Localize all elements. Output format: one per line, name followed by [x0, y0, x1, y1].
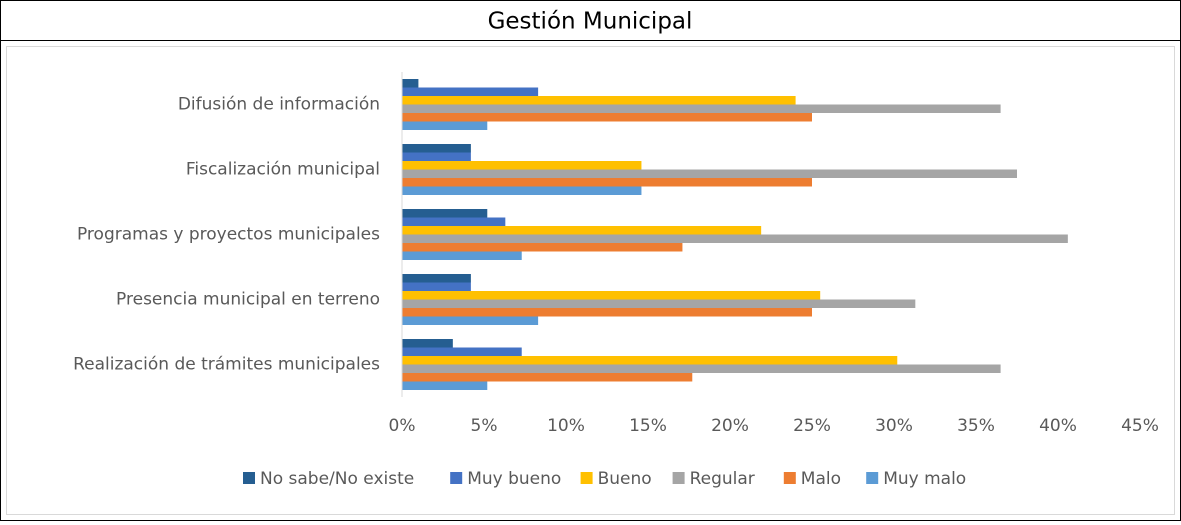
- legend-label: Regular: [690, 469, 755, 489]
- bar: [402, 299, 916, 308]
- bar: [402, 186, 642, 195]
- bar: [402, 234, 1068, 243]
- legend-swatch: [672, 472, 685, 484]
- legend-swatch: [243, 472, 255, 484]
- bar: [402, 316, 539, 325]
- legend-swatch: [580, 472, 593, 484]
- y-tick-label: Fiscalización municipal: [186, 160, 380, 180]
- bar: [402, 251, 522, 260]
- bar: [402, 144, 471, 153]
- x-tick-label: 20%: [711, 416, 749, 436]
- bar: [402, 243, 683, 252]
- legend-label: Muy bueno: [467, 469, 561, 489]
- legend-swatch: [866, 472, 879, 484]
- x-tick-label: 40%: [1039, 416, 1077, 436]
- x-tick-label: 25%: [793, 416, 831, 436]
- bar: [402, 209, 488, 218]
- x-tick-label: 30%: [875, 416, 913, 436]
- x-tick-label: 45%: [1121, 416, 1159, 436]
- x-tick-label: 35%: [957, 416, 995, 436]
- legend-label: Bueno: [598, 469, 652, 489]
- bar: [402, 274, 471, 283]
- x-tick-label: 5%: [471, 416, 498, 436]
- legend-swatch: [783, 472, 796, 484]
- y-tick-label: Realización de trámites municipales: [73, 355, 380, 375]
- bar: [402, 121, 488, 130]
- title-box: [0, 0, 1181, 41]
- y-tick-label: Difusión de información: [178, 95, 380, 115]
- bar: [402, 113, 812, 122]
- x-tick-label: 15%: [629, 416, 667, 436]
- y-tick-label: Programas y proyectos municipales: [77, 225, 380, 245]
- x-tick-label: 10%: [547, 416, 585, 436]
- x-tick-label: 0%: [389, 416, 416, 436]
- bar: [402, 373, 693, 382]
- y-tick-label: Presencia municipal en terreno: [116, 290, 380, 310]
- bar: [402, 104, 1001, 113]
- bar: [402, 381, 488, 390]
- legend-label: Malo: [801, 469, 841, 489]
- bar: [402, 178, 812, 187]
- bar: [402, 79, 419, 88]
- chart-title: Gestión Municipal: [488, 9, 693, 35]
- bar: [402, 226, 762, 235]
- bar: [402, 152, 471, 161]
- bar: [402, 347, 522, 356]
- bar: [402, 87, 539, 96]
- legend-swatch: [450, 472, 463, 484]
- bar: [402, 169, 1017, 178]
- bar: [402, 308, 812, 317]
- bar: [402, 217, 506, 226]
- bar: [402, 339, 453, 348]
- legend-label: Muy malo: [883, 469, 966, 489]
- bar: [402, 364, 1001, 373]
- bar: [402, 96, 796, 105]
- chart-area: [6, 46, 1175, 515]
- legend-label: No sabe/No existe: [260, 469, 414, 489]
- bar: [402, 161, 642, 170]
- bar: [402, 356, 898, 365]
- bar: [402, 291, 821, 300]
- bar: [402, 282, 471, 291]
